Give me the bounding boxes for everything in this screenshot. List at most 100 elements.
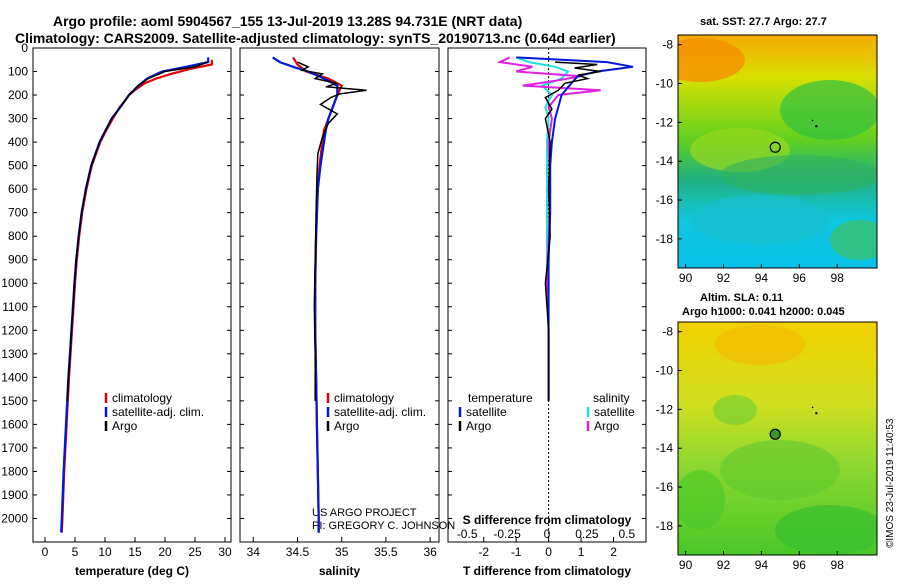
difference-panel-frame (447, 47, 647, 543)
temperature-legend-label: Argo (112, 419, 138, 433)
credit-line2: PI: GREGORY C. JOHNSON (312, 520, 455, 532)
diff-legend-label: Argo (594, 419, 620, 433)
sla-ytick-label: -12 (656, 402, 674, 416)
sst-xtick-label: 94 (755, 271, 769, 285)
temperature-legend-label: satellite-adj. clim. (112, 405, 204, 419)
depth-tick-label: 600 (8, 182, 28, 196)
temperature-xlabel: temperature (deg C) (75, 564, 189, 578)
difference-xtick-label: 2 (610, 545, 617, 559)
sst-island-dot (815, 125, 818, 128)
salinity-xlabel: salinity (319, 564, 361, 578)
depth-tick-label: 900 (8, 253, 28, 267)
salinity-legend-label: climatology (334, 391, 394, 405)
sst-map-title: sat. SST: 27.7 Argo: 27.7 (700, 16, 827, 28)
salinity-legend-label: satellite-adj. clim. (334, 405, 426, 419)
depth-tick-label: 500 (8, 159, 28, 173)
sla-xtick-label: 98 (831, 558, 845, 572)
sst-ytick-label: -8 (662, 38, 673, 52)
sst-heatmap-patches (678, 38, 877, 260)
salinity-legend-label: Argo (334, 419, 360, 433)
salinity-xtick-label: 36 (423, 545, 437, 559)
sst-ytick-label: -10 (656, 77, 674, 91)
temperature-diff-satellite-line (516, 56, 634, 401)
temperature-legend-label: climatology (112, 391, 172, 405)
depth-tick-label: 1000 (1, 276, 28, 290)
sla-heatmap-patches (678, 325, 877, 555)
temperature-xtick-label: 30 (218, 545, 232, 559)
salinity-xtick-label: 35.5 (374, 545, 398, 559)
salinity-xtick-label: 35 (335, 545, 349, 559)
temperature-xtick-label: 10 (98, 545, 112, 559)
temperature-xtick-label: 5 (72, 545, 79, 559)
depth-tick-label: 400 (8, 135, 28, 149)
figure-title-line2: Climatology: CARS2009. Satellite-adjuste… (15, 30, 616, 46)
sla-map-title: Altim. SLA: 0.11 (700, 292, 783, 304)
depth-tick-label: 100 (8, 65, 28, 79)
sla-map-frame (677, 321, 878, 556)
temperature-diff-argo-line (544, 61, 601, 401)
difference-top-tick-label: 0.5 (618, 527, 635, 541)
difference-xtick-label: 0 (545, 545, 552, 559)
sla-island-dot (815, 412, 818, 415)
sla-ytick-label: -18 (656, 519, 674, 533)
sst-ytick-label: -16 (656, 193, 674, 207)
difference-top-tick-label: 0.25 (575, 527, 599, 541)
credit-line1: US ARGO PROJECT (312, 507, 417, 519)
sst-map-frame (677, 34, 878, 269)
sla-xtick-label: 92 (717, 558, 731, 572)
difference-xtick-label: 1 (578, 545, 585, 559)
temperature-satellite-line (60, 57, 210, 533)
depth-tick-label: 0 (21, 41, 28, 55)
sla-island-dot (811, 406, 814, 409)
difference-xtick-label: -1 (511, 545, 522, 559)
difference-top-tick-label: 0 (544, 527, 551, 541)
sla-map: Altim. SLA: 0.11 Argo h1000: 0.041 h2000… (677, 292, 878, 556)
depth-tick-label: 1900 (1, 488, 28, 502)
difference-xtick-label: -2 (478, 545, 489, 559)
temperature-xtick-label: 25 (188, 545, 202, 559)
depth-tick-label: 800 (8, 229, 28, 243)
sla-xtick-label: 90 (679, 558, 693, 572)
depth-tick-label: 700 (8, 206, 28, 220)
sst-xtick-label: 92 (717, 271, 731, 285)
sst-xtick-label: 96 (793, 271, 807, 285)
temperature-panel-frame (32, 47, 232, 543)
temperature-xtick-label: 15 (128, 545, 142, 559)
temperature-xtick-label: 20 (158, 545, 172, 559)
diff-legend-temperature-title: temperature (468, 391, 533, 405)
diff-legend-label: satellite (466, 405, 507, 419)
depth-tick-label: 1300 (1, 347, 28, 361)
sst-ytick-label: -18 (656, 232, 674, 246)
diff-legend-label: satellite (594, 405, 635, 419)
diff-legend-salinity-title: salinity (593, 391, 630, 405)
depth-tick-label: 1700 (1, 441, 28, 455)
salinity-argo-line (297, 61, 367, 401)
salinity-xtick-label: 34.5 (286, 545, 310, 559)
depth-tick-label: 200 (8, 88, 28, 102)
difference-top-tick-label: -0.25 (493, 527, 521, 541)
temperature-argo-line (66, 61, 209, 401)
sst-map: sat. SST: 27.7 Argo: 27.7 (677, 16, 878, 269)
temperature-xtick-label: 0 (42, 545, 49, 559)
depth-tick-label: 1600 (1, 417, 28, 431)
sla-ytick-label: -14 (656, 441, 674, 455)
imos-stamp: ©IMOS 23-Jul-2019 11:40:53 (885, 418, 896, 548)
sla-argo-marker (769, 428, 781, 440)
sla-xtick-label: 96 (793, 558, 807, 572)
salinity-diff-satellite-line (515, 56, 570, 401)
sla-ytick-label: -8 (662, 325, 673, 339)
sst-ytick-label: -12 (656, 115, 674, 129)
depth-tick-label: 300 (8, 112, 28, 126)
difference-top-tick-label: -0.5 (457, 527, 478, 541)
figure-title-line1: Argo profile: aoml 5904567_155 13-Jul-20… (53, 13, 522, 29)
difference-xlabel: T difference from climatology (463, 564, 631, 578)
sst-xtick-label: 98 (831, 271, 845, 285)
sla-map-subtitle: Argo h1000: 0.041 h2000: 0.045 (682, 306, 845, 318)
salinity-panel-frame (239, 47, 440, 543)
salinity-xtick-label: 34 (247, 545, 261, 559)
sla-xtick-label: 94 (755, 558, 769, 572)
salinity-satellite-line (272, 56, 339, 533)
